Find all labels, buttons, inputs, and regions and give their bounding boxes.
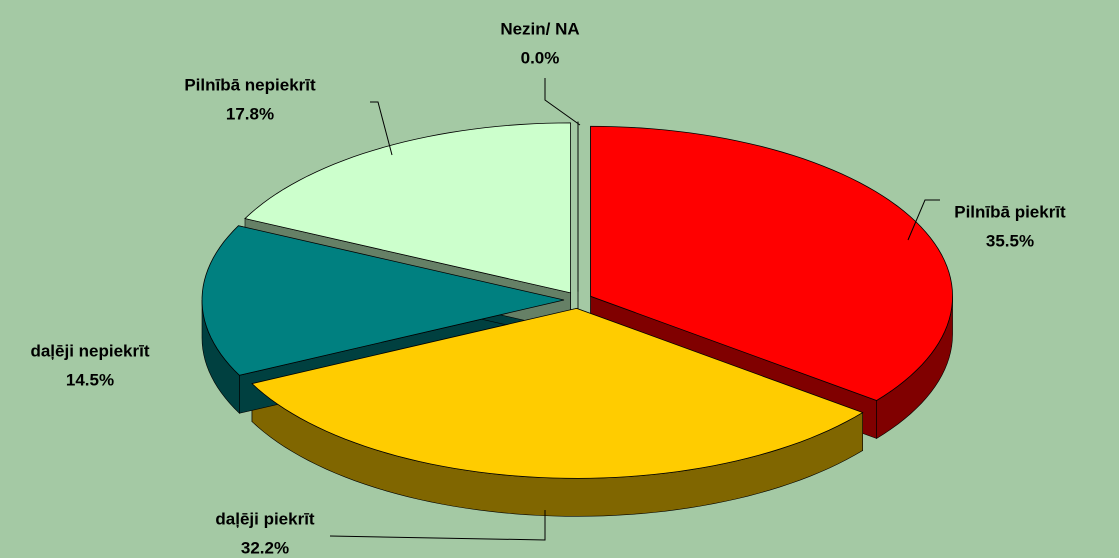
slice-label: daļēji piekrīt [215, 509, 315, 528]
leader-line [329, 510, 546, 541]
slice-label: daļēji nepiekrīt [30, 341, 149, 360]
slice-label: Pilnībā piekrīt [954, 202, 1066, 221]
slice-value-label: 35.5% [986, 231, 1034, 250]
slice-label: Nezin/ NA [500, 19, 579, 38]
slice-value-label: 32.2% [241, 538, 289, 557]
leader-line [544, 78, 581, 126]
slice-value-label: 0.0% [521, 48, 560, 67]
slice-label: Pilnībā nepiekrīt [184, 75, 316, 94]
leader-line [370, 101, 393, 156]
slice-value-label: 14.5% [66, 370, 114, 389]
slice [201, 225, 565, 376]
slice-value-label: 17.8% [226, 104, 274, 123]
pie-tops [201, 121, 953, 479]
slice [244, 122, 571, 294]
leader-line [907, 199, 940, 241]
slice [251, 307, 864, 479]
